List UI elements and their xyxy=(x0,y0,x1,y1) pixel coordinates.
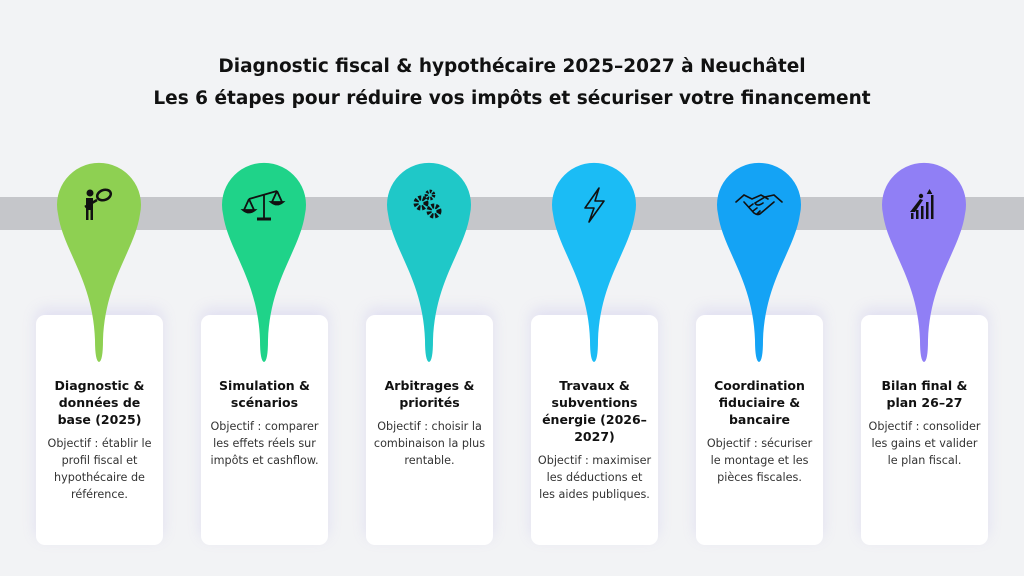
step-title: Coordination fiduciaire & bancaire xyxy=(714,378,805,427)
step-card-2: Simulation & scénarios Objectif : compar… xyxy=(201,315,328,545)
step-card-6: Bilan final & plan 26–27 Objectif : cons… xyxy=(861,315,988,545)
step-title: Diagnostic & données de base (2025) xyxy=(54,378,145,427)
step-card-1: Diagnostic & données de base (2025) Obje… xyxy=(36,315,163,545)
step-card-4: Travaux & subventions énergie (2026–2027… xyxy=(531,315,658,545)
step-title: Bilan final & plan 26–27 xyxy=(881,378,968,410)
step-title: Travaux & subventions énergie (2026–2027… xyxy=(542,378,647,444)
step-description: Objectif : consolider les gains et valid… xyxy=(868,420,981,467)
timeline-bar xyxy=(0,197,1024,230)
step-description: Objectif : comparer les effets réels sur… xyxy=(210,420,319,467)
step-card-3: Arbitrages & priorités Objectif : choisi… xyxy=(366,315,493,545)
step-title: Arbitrages & priorités xyxy=(384,378,475,410)
step-description: Objectif : choisir la combinaison la plu… xyxy=(373,420,486,467)
step-description: Objectif : établir le profil fiscal et h… xyxy=(47,437,152,501)
step-title: Simulation & scénarios xyxy=(219,378,310,410)
step-description: Objectif : maximiser les déductions et l… xyxy=(537,454,652,501)
page-subtitle: Les 6 étapes pour réduire vos impôts et … xyxy=(153,88,871,109)
step-description: Objectif : sécuriser le montage et les p… xyxy=(706,437,813,484)
step-card-5: Coordination fiduciaire & bancaire Objec… xyxy=(696,315,823,545)
page-title: Diagnostic fiscal & hypothécaire 2025–20… xyxy=(218,56,806,77)
